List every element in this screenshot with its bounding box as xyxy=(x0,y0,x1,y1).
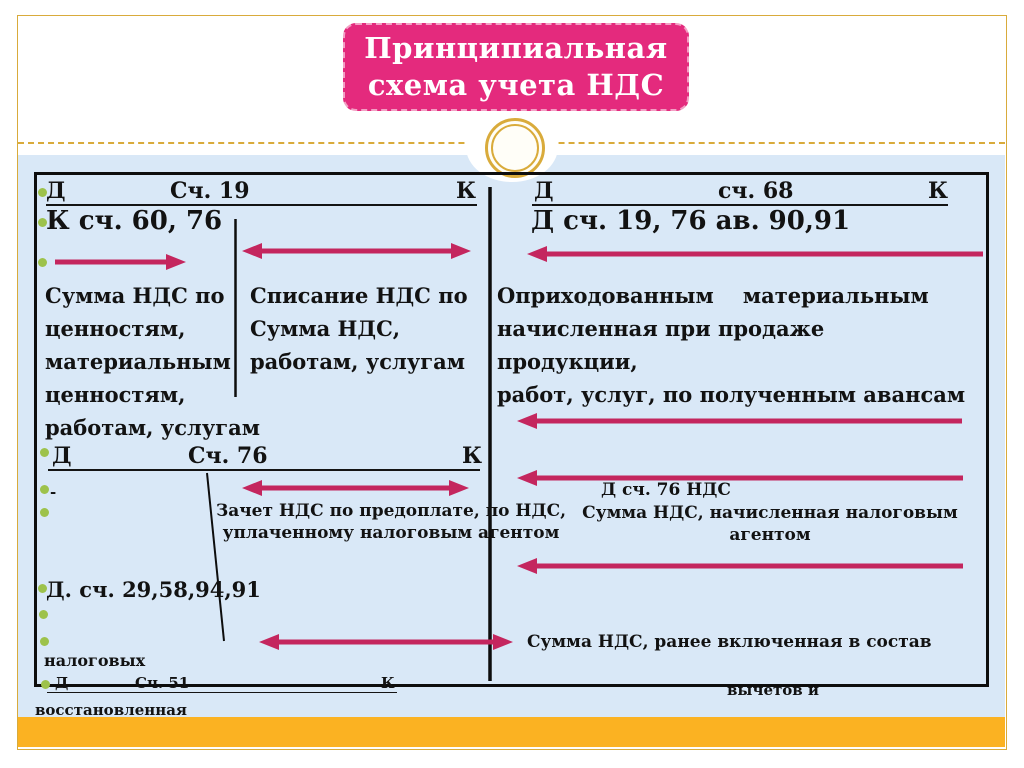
gold-ring-icon xyxy=(485,118,545,178)
bullet-icon xyxy=(38,584,47,593)
nalogovyh-note: налоговых xyxy=(44,651,146,670)
acc68-corr: Д сч. 19, 76 ав. 90,91 xyxy=(531,206,851,236)
acc68-header: Д сч. 68 К xyxy=(532,177,948,206)
acc51-debit-label: Д xyxy=(55,674,69,692)
title-box: Принципиальная схема учета НДС xyxy=(343,23,689,111)
acc76-header: Д Сч. 76 К xyxy=(48,438,483,471)
bullet-icon xyxy=(40,637,49,646)
acc19-credit-label: К xyxy=(456,178,477,204)
acc76-offset-note: Зачет НДС по предоплате, по НДС, уплачен… xyxy=(215,501,567,543)
agent-sum-note: Сумма НДС, начисленная налоговым агентом xyxy=(582,503,958,545)
summa-ranee-note: Сумма НДС, ранее включенная в состав xyxy=(527,632,932,652)
acc68-name: сч. 68 xyxy=(718,178,794,204)
acc76-credit-label: К xyxy=(462,443,483,469)
acc68-note: Оприходованным материальным начисленная … xyxy=(497,283,966,407)
title-line-1: Принципиальная xyxy=(364,31,668,65)
acc19-credit-note: Списание НДС по Сумма НДС, работам, услу… xyxy=(250,283,468,374)
bullet-icon xyxy=(40,448,49,457)
orange-footer-strip xyxy=(18,717,1005,747)
bullet-icon xyxy=(38,218,47,227)
acc68-credit-label: К xyxy=(928,178,949,204)
acc29-label: Д. сч. 29,58,94,91 xyxy=(46,577,261,602)
content-background xyxy=(18,155,1005,717)
gold-frame xyxy=(17,15,1007,750)
vychetov-note: вычетов и xyxy=(727,681,820,699)
acc51-name: Сч. 51 xyxy=(135,674,190,692)
bullet-icon xyxy=(41,680,50,689)
acc51-header: Д Сч. 51 К xyxy=(47,674,397,693)
acc76-nds-title: Д сч. 76 НДС xyxy=(601,480,731,500)
acc19-header: Д Сч. 19 К xyxy=(46,177,477,206)
bullet-icon xyxy=(40,508,49,517)
gold-ring-inner xyxy=(491,124,539,172)
vosstanovlennaya-note: восстановленная xyxy=(35,701,187,719)
acc19-name: Сч. 19 xyxy=(170,178,250,204)
bullet-icon xyxy=(39,610,48,619)
acc68-debit-label: Д xyxy=(534,178,554,204)
bullet-icon xyxy=(40,485,49,494)
acc76-name: Сч. 76 xyxy=(188,443,268,469)
acc19-corr: К сч. 60, 76 xyxy=(46,206,223,236)
acc76-dash: - xyxy=(50,483,57,501)
bullet-icon xyxy=(38,258,47,267)
bullet-icon xyxy=(38,188,47,197)
acc19-debit-label: Д xyxy=(46,178,66,204)
title-line-2: схема учета НДС xyxy=(367,68,665,102)
scheme-box xyxy=(34,172,989,687)
acc19-debit-note: Сумма НДС по ценностям, материальным цен… xyxy=(45,283,260,440)
acc76-debit-label: Д xyxy=(52,443,72,469)
acc51-credit-label: К xyxy=(381,674,395,692)
